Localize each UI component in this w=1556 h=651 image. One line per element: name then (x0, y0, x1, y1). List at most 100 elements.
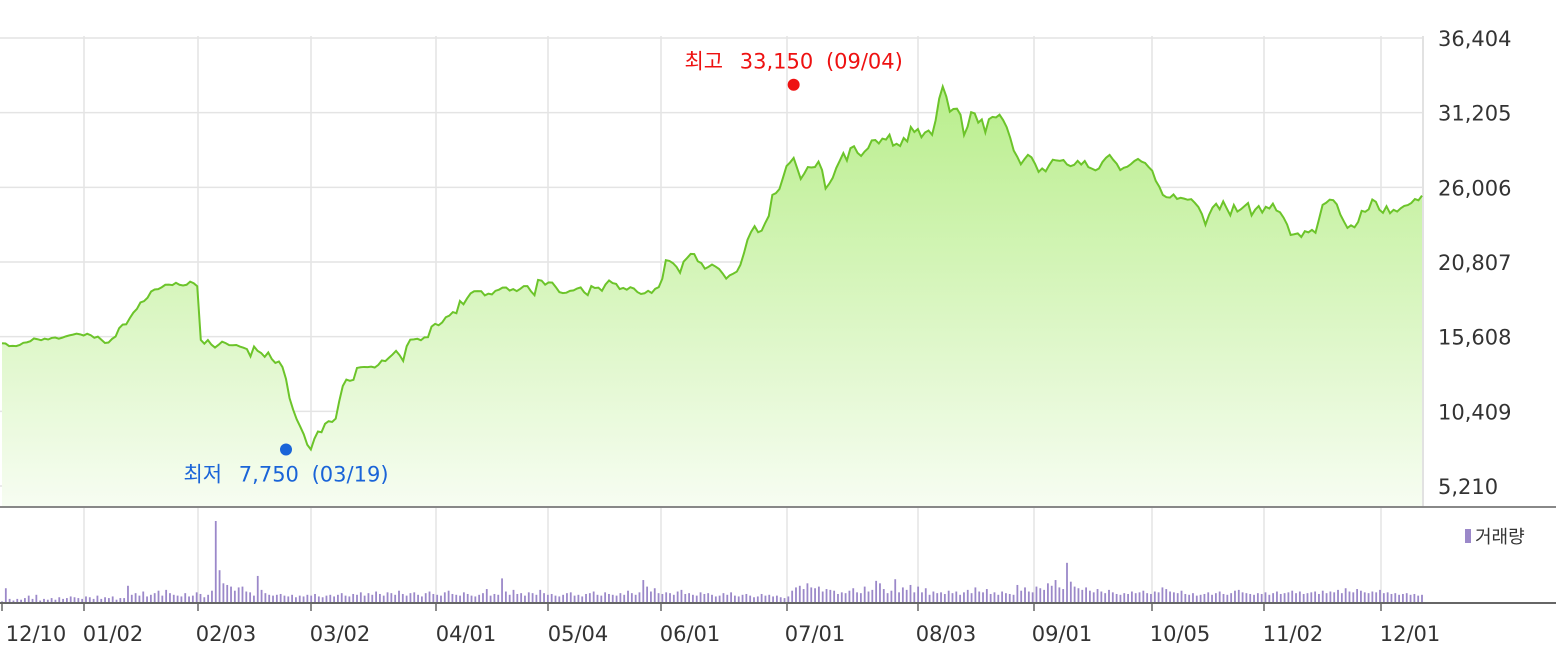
volume-bar (1047, 583, 1049, 603)
volume-bar (1276, 591, 1278, 603)
volume-bar (672, 594, 675, 603)
volume-bar (837, 593, 839, 603)
volume-bar (905, 589, 908, 603)
volume-bar (1337, 589, 1339, 603)
volume-bar (749, 595, 752, 603)
volume-bar (409, 593, 412, 603)
volume-bar (207, 594, 210, 603)
volume-bar (199, 593, 202, 603)
volume-bar (1077, 588, 1080, 603)
volume-bar (722, 593, 725, 603)
volume-bar (871, 589, 874, 603)
volume-bar (1379, 589, 1381, 603)
volume-bar (134, 593, 137, 603)
volume-bar (485, 589, 488, 603)
volume-bar (1386, 592, 1389, 603)
volume-bar (1054, 580, 1057, 603)
volume-bar (1256, 593, 1259, 603)
volume-bar (1318, 593, 1320, 603)
volume-bar (619, 593, 622, 603)
volume-bar (1268, 594, 1271, 603)
price-line (1, 83, 1423, 452)
volume-bar (184, 593, 187, 603)
volume-bar (840, 592, 843, 603)
volume-bar (367, 593, 370, 603)
volume-bar (676, 591, 679, 603)
volume-bar (592, 591, 595, 603)
volume-bar (1203, 593, 1206, 603)
y-tick-label: 15,608 (1438, 326, 1511, 350)
x-tick-label: 10/05 (1150, 622, 1211, 646)
volume-bar (169, 593, 171, 603)
volume-bar (848, 590, 851, 603)
volume-bar (1375, 592, 1378, 603)
volume-bar (627, 590, 629, 603)
volume-bar (1050, 585, 1053, 603)
volume-bar (478, 594, 481, 603)
volume-bar (1089, 590, 1091, 603)
volume-bar (153, 593, 156, 603)
volume-bar (283, 595, 286, 603)
volume-bar (894, 579, 897, 603)
volume-bar (260, 589, 263, 603)
volume-bar (966, 589, 969, 603)
volume-bar (1245, 593, 1248, 603)
volume-bar (65, 598, 68, 603)
volume-bar (1237, 589, 1240, 603)
x-tick-label: 12/01 (1380, 622, 1441, 646)
volume-bar (1092, 592, 1095, 603)
volume-bar (543, 593, 545, 603)
volume-bar (233, 590, 236, 603)
volume-bar (1287, 592, 1290, 603)
volume-bar (1360, 590, 1362, 603)
volume-bar (1367, 593, 1370, 603)
volume-bar (779, 597, 782, 603)
volume-bar (474, 596, 477, 603)
volume-bar (867, 591, 870, 603)
volume-bar (1363, 592, 1366, 603)
volume-bar (775, 595, 778, 603)
volume-bar (764, 595, 767, 603)
volume-bar (211, 590, 213, 603)
volume-bar (1226, 594, 1229, 603)
volume-bar (608, 593, 610, 603)
volume-bar (432, 593, 435, 603)
volume-bar (623, 594, 626, 603)
volume-bar (165, 589, 168, 603)
volume-bar (913, 592, 916, 603)
volume-bar (661, 593, 664, 603)
volume-bar (1298, 591, 1301, 603)
volume-bar (630, 593, 633, 603)
volume-bar (936, 593, 939, 603)
volume-bar (1382, 593, 1385, 603)
volume-bar (516, 593, 519, 603)
volume-bar (1295, 593, 1297, 603)
volume-bar (466, 593, 469, 603)
volume-grid (83, 508, 1382, 603)
volume-bar (512, 589, 515, 603)
volume-bar (1260, 593, 1263, 603)
volume-bar (1398, 594, 1400, 603)
volume-bar (27, 595, 30, 603)
low-value: 7,750 (239, 463, 299, 487)
low-annotation: 최저 7,750 (03/19) (183, 463, 388, 487)
volume-bar (753, 597, 755, 603)
volume-bar (734, 595, 736, 603)
volume-bar (413, 592, 416, 603)
volume-bar (497, 594, 500, 603)
volume-bar (928, 594, 931, 603)
volume-bar (795, 587, 797, 603)
volume-bar (306, 594, 309, 603)
volume-bar (268, 594, 271, 603)
volume-bar (459, 595, 461, 603)
volume-bar (875, 580, 878, 603)
volume-bar (527, 592, 530, 603)
volume-bar (1043, 589, 1045, 603)
volume-bar (1027, 591, 1030, 603)
x-tick-label: 06/01 (660, 622, 721, 646)
price-area (2, 86, 1422, 507)
y-tick-label: 36,404 (1438, 27, 1511, 51)
volume-bar (1405, 593, 1408, 603)
volume-bar (1180, 590, 1183, 603)
volume-bar (157, 590, 160, 603)
